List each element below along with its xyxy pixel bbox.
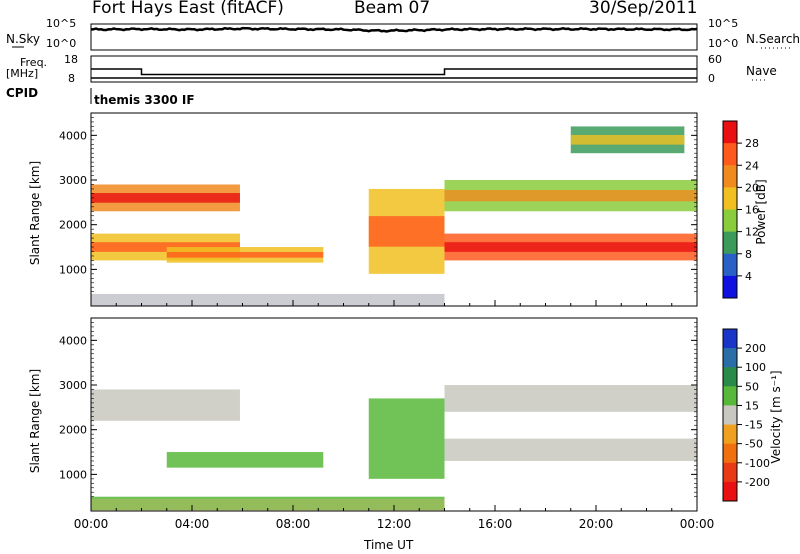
power-colorbar-tick-label: 12 [745, 226, 759, 239]
power-colorbar-tick-label: 8 [745, 248, 752, 261]
power-colorbar-swatch [723, 275, 737, 299]
x-axis-label: Time UT [364, 538, 414, 552]
beam-title: Beam 07 [354, 0, 431, 18]
velocity-echo-region [166, 452, 324, 468]
nsky-label: N.Sky [6, 32, 41, 46]
power-echo-core [444, 190, 697, 202]
power-colorbar-swatch [723, 231, 737, 255]
velocity-echo-region [91, 389, 240, 421]
nsky-panel-frame [90, 23, 698, 51]
x-tick-label: 04:00 [175, 517, 210, 531]
velocity-ytick-label: 2000 [59, 424, 87, 437]
velocity-colorbar-tick-label: 200 [745, 342, 766, 355]
cpid-label: CPID [6, 86, 39, 100]
freq-trace [91, 68, 697, 76]
nsky-trace [90, 26, 698, 33]
nsky-tick-top: 10^5 [46, 17, 77, 30]
power-colorbar-swatch [723, 165, 737, 188]
velocity-colorbar-swatch [723, 386, 737, 406]
velocity-colorbar-swatch [723, 424, 737, 445]
power-echo-core [368, 216, 445, 247]
x-tick-label: 16:00 [478, 517, 513, 531]
velocity-colorbar-swatch [723, 367, 737, 387]
velocity-colorbar-swatch [723, 481, 737, 502]
velocity-ytick-label: 1000 [59, 468, 87, 481]
power-colorbar-swatch [723, 253, 737, 277]
freq-unit-label: [MHz] [6, 67, 39, 80]
velocity-ytick-label: 4000 [59, 334, 87, 347]
x-tick-label: 00:00 [74, 517, 109, 531]
power-echo-core [91, 193, 240, 203]
velocity-colorbar-tick-label: 100 [745, 361, 766, 374]
nsearch-label: N.Search [746, 32, 800, 46]
velocity-colorbar-swatch [723, 329, 737, 349]
freq-label: Freq. [20, 56, 48, 69]
x-tick-label: 12:00 [377, 517, 412, 531]
station-title: Fort Hays East (fitACF) [92, 0, 284, 18]
power-colorbar-swatch [723, 121, 737, 144]
velocity-colorbar-tick-label: 50 [745, 380, 759, 393]
power-colorbar-tick-label: 28 [745, 137, 759, 150]
velocity-colorbar-swatch [723, 462, 737, 483]
power-ytick-label: 2000 [59, 219, 87, 232]
power-echo-core [570, 134, 685, 145]
power-ytick-label: 1000 [59, 263, 87, 276]
nsky-tick-bottom: 10^0 [46, 37, 77, 50]
power-colorbar-tick-label: 4 [745, 270, 752, 283]
nsearch-tick-bottom: 10^0 [708, 37, 739, 50]
power-echo-core [91, 242, 240, 252]
power-colorbar-swatch [723, 209, 737, 233]
power-echo-core [444, 242, 697, 252]
freq-tick-top: 18 [64, 53, 78, 66]
power-echo-core [166, 252, 324, 258]
velocity-colorbar-swatch [723, 443, 737, 464]
velocity-colorbar-swatch [723, 405, 737, 426]
velocity-echo-region [444, 438, 697, 461]
nave-tick-top: 60 [708, 53, 722, 66]
velocity-colorbar-swatch [723, 348, 737, 368]
date-title: 30/Sep/2011 [589, 0, 698, 18]
x-tick-label: 20:00 [579, 517, 614, 531]
velocity-ground-scatter [91, 498, 445, 511]
velocity-ytick-label: 3000 [59, 379, 87, 392]
velocity-colorbar-frame [722, 328, 738, 502]
freq-tick-bottom: 8 [68, 72, 75, 85]
velocity-colorbar-tick-label: -50 [745, 438, 763, 451]
velocity-echo-region [444, 385, 697, 412]
x-tick-label: 00:00 [680, 517, 715, 531]
power-colorbar-swatch [723, 187, 737, 210]
velocity-echo-region [368, 398, 445, 479]
nave-tick-bottom: 0 [708, 72, 715, 85]
power-colorbar-tick-label: 16 [745, 204, 759, 217]
power-colorbar-swatch [723, 143, 737, 166]
velocity-colorbar-tick-label: -200 [745, 476, 770, 489]
velocity-colorbar-tick-label: 15 [745, 399, 759, 412]
power-ytick-label: 4000 [59, 129, 87, 142]
nave-label: Nave [746, 64, 777, 78]
cpid-value: themis 3300 IF [94, 93, 195, 107]
power-colorbar-tick-label: 24 [745, 159, 759, 172]
velocity-echo-region [91, 496, 445, 511]
velocity-colorbar-tick-label: -100 [745, 457, 770, 470]
power-colorbar-tick-label: 20 [745, 181, 759, 194]
power-ground-scatter [91, 293, 445, 306]
nsearch-tick-top: 10^5 [708, 17, 739, 30]
velocity-colorbar-tick-label: -15 [745, 419, 763, 432]
x-tick-label: 08:00 [276, 517, 311, 531]
power-ytick-label: 3000 [59, 174, 87, 187]
